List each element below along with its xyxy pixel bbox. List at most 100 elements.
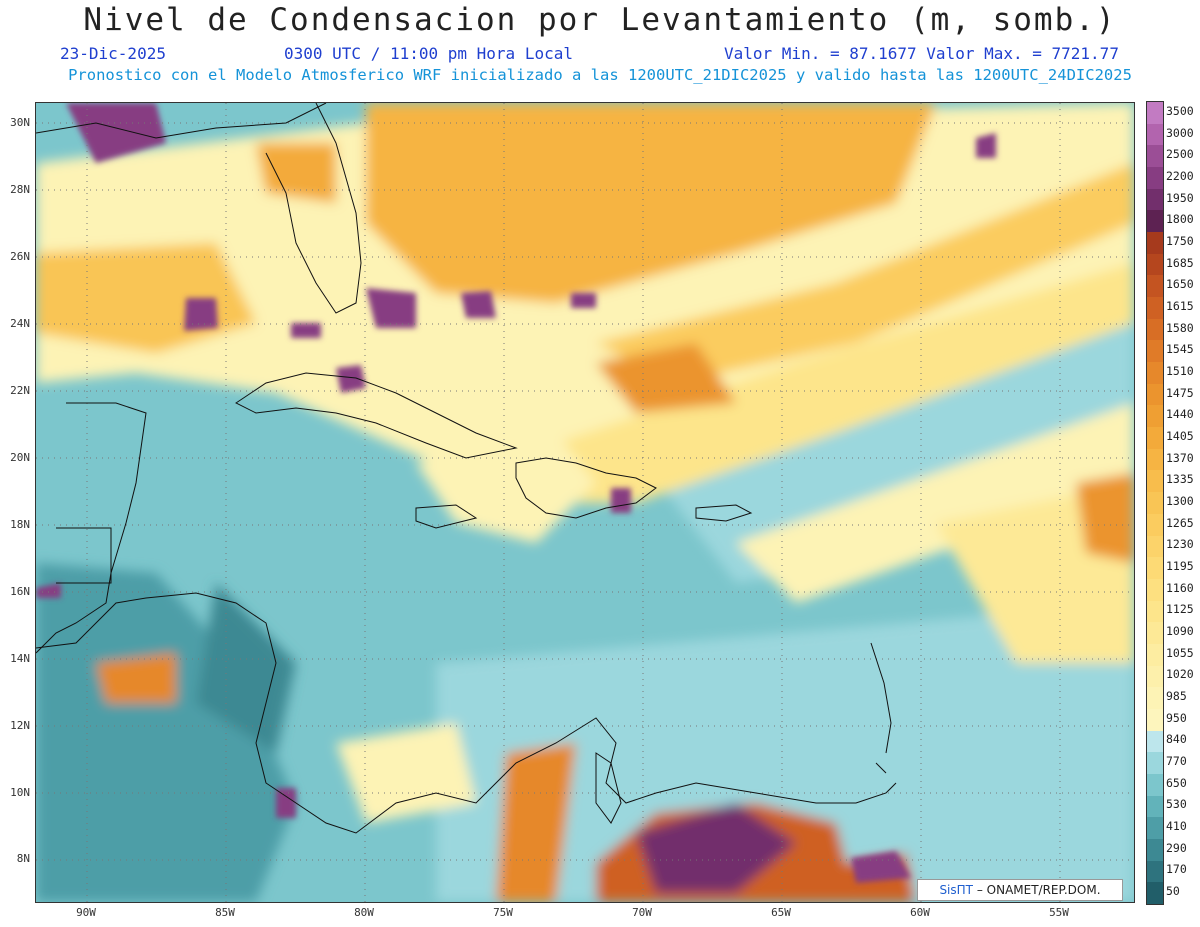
- legend-level-label: 1125: [1166, 602, 1194, 617]
- lon-label: 70W: [632, 906, 652, 919]
- lon-label: 75W: [493, 906, 513, 919]
- lat-label: 22N: [10, 384, 30, 397]
- legend-swatch: [1147, 557, 1163, 580]
- legend-swatch: [1147, 470, 1163, 493]
- legend-swatch: [1147, 492, 1163, 515]
- legend-swatch: [1147, 448, 1163, 471]
- legend-swatch: [1147, 383, 1163, 406]
- lat-label: 12N: [10, 719, 30, 732]
- legend-level-label: 650: [1166, 775, 1187, 790]
- legend-swatch: [1147, 405, 1163, 428]
- legend-level-label: 1440: [1166, 407, 1194, 422]
- legend-level-label: 3000: [1166, 125, 1194, 140]
- legend-level-label: 410: [1166, 819, 1187, 834]
- legend-swatch: [1147, 318, 1163, 341]
- legend-swatch: [1147, 210, 1163, 233]
- legend-swatch: [1147, 427, 1163, 450]
- lon-label: 90W: [76, 906, 96, 919]
- lat-label: 30N: [10, 116, 30, 129]
- legend-level-label: 1265: [1166, 515, 1194, 530]
- coastlines: [36, 103, 897, 834]
- legend-swatch: [1147, 167, 1163, 190]
- legend-level-label: 530: [1166, 797, 1187, 812]
- legend-level-label: 1545: [1166, 342, 1194, 357]
- legend-level-label: 840: [1166, 732, 1187, 747]
- legend-swatch: [1147, 297, 1163, 320]
- lon-label: 85W: [215, 906, 235, 919]
- legend-swatch: [1147, 102, 1163, 125]
- forecast-date: 23-Dic-2025: [60, 44, 166, 63]
- lat-label: 20N: [10, 451, 30, 464]
- lat-label: 26N: [10, 250, 30, 263]
- legend-swatch: [1147, 578, 1163, 602]
- legend-level-label: 50: [1166, 884, 1180, 899]
- legend-level-label: 1370: [1166, 450, 1194, 465]
- map-title: Nivel de Condensacion por Levantamiento …: [83, 2, 1117, 38]
- legend-swatch: [1147, 687, 1163, 710]
- legend-swatch: [1147, 665, 1163, 688]
- legend-level-label: 1800: [1166, 212, 1194, 227]
- legend-swatch: [1147, 145, 1163, 168]
- lat-label: 14N: [10, 652, 30, 665]
- legend-level-label: 1160: [1166, 580, 1194, 595]
- legend-level-label: 1335: [1166, 472, 1194, 487]
- lon-label: 65W: [771, 906, 791, 919]
- legend-level-label: 1405: [1166, 428, 1194, 443]
- legend-level-label: 770: [1166, 754, 1187, 769]
- credit-text: – ONAMET/REP.DOM.: [976, 883, 1101, 897]
- legend-level-label: 950: [1166, 710, 1187, 725]
- lat-label: 18N: [10, 518, 30, 531]
- legend-level-label: 2200: [1166, 168, 1194, 183]
- legend-level-label: 1020: [1166, 667, 1194, 682]
- forecast-time: 0300 UTC / 11:00 pm Hora Local: [284, 44, 573, 63]
- legend-level-label: 1650: [1166, 277, 1194, 292]
- legend-swatch: [1147, 622, 1163, 645]
- color-legend: [1146, 101, 1164, 905]
- map-panel[interactable]: [35, 102, 1135, 903]
- legend-level-label: 1230: [1166, 537, 1194, 552]
- legend-swatch: [1147, 730, 1163, 753]
- legend-level-label: 1685: [1166, 255, 1194, 270]
- legend-level-label: 1580: [1166, 320, 1194, 335]
- value-range: Valor Min. = 87.1677 Valor Max. = 7721.7…: [724, 44, 1119, 63]
- model-info: Pronostico con el Modelo Atmosferico WRF…: [68, 66, 1132, 84]
- legend-level-label: 1510: [1166, 363, 1194, 378]
- lat-label: 24N: [10, 317, 30, 330]
- lat-label: 8N: [16, 852, 30, 865]
- lon-label: 60W: [910, 906, 930, 919]
- lat-label: 10N: [10, 786, 30, 799]
- legend-swatch: [1147, 795, 1163, 818]
- legend-swatch: [1147, 882, 1163, 905]
- lon-label: 55W: [1049, 906, 1069, 919]
- legend-level-label: 1055: [1166, 645, 1194, 660]
- legend-level-label: 1750: [1166, 233, 1194, 248]
- lcl-max-cells: [36, 103, 996, 883]
- lat-label: 16N: [10, 585, 30, 598]
- credit-symbol: SisПT: [939, 883, 973, 897]
- legend-swatch: [1147, 817, 1163, 840]
- lat-label: 28N: [10, 183, 30, 196]
- legend-swatch: [1147, 708, 1163, 732]
- legend-swatch: [1147, 513, 1163, 536]
- legend-swatch: [1147, 773, 1163, 797]
- legend-level-label: 170: [1166, 862, 1187, 877]
- legend-level-label: 1475: [1166, 385, 1194, 400]
- legend-level-label: 3500: [1166, 103, 1194, 118]
- legend-swatch: [1147, 340, 1163, 363]
- legend-level-label: 985: [1166, 689, 1187, 704]
- legend-swatch: [1147, 600, 1163, 623]
- legend-level-label: 1950: [1166, 190, 1194, 205]
- legend-swatch: [1147, 188, 1163, 211]
- legend-swatch: [1147, 752, 1163, 775]
- map-canvas: [36, 103, 1134, 902]
- legend-swatch: [1147, 643, 1163, 667]
- legend-swatch: [1147, 232, 1163, 255]
- legend-swatch: [1147, 275, 1163, 298]
- legend-swatch: [1147, 838, 1163, 862]
- legend-level-label: 1090: [1166, 624, 1194, 639]
- legend-level-label: 1300: [1166, 494, 1194, 508]
- legend-swatch: [1147, 535, 1163, 558]
- legend-level-label: 1195: [1166, 559, 1194, 574]
- legend-swatch: [1147, 123, 1163, 146]
- legend-level-label: 290: [1166, 840, 1187, 855]
